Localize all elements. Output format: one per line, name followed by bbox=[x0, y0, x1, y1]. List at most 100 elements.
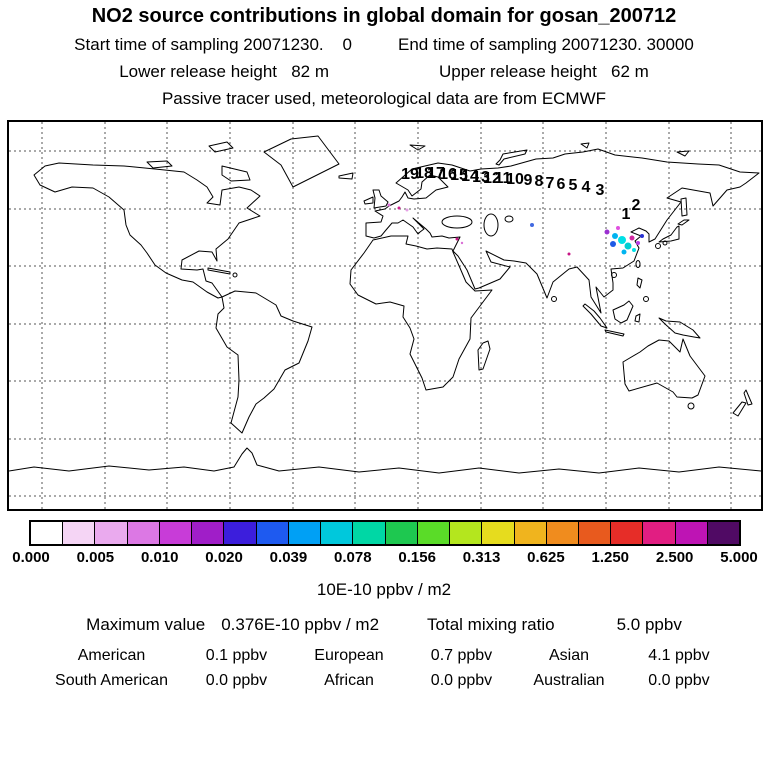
region-value: 0.7 ppbv bbox=[430, 647, 493, 664]
colorbar-segment bbox=[675, 522, 708, 544]
coastline-hainan bbox=[611, 272, 617, 278]
colorbar-segment bbox=[321, 522, 354, 544]
trajectory-day-label: 5 bbox=[569, 177, 578, 194]
trajectory-day-label: 8 bbox=[535, 173, 544, 190]
coastline-taiwan bbox=[635, 260, 641, 268]
coastline-tasmania bbox=[687, 402, 695, 410]
coastline-hokkaido bbox=[677, 219, 690, 226]
colorbar-units-label: 10E-10 ppbv / m2 bbox=[316, 580, 452, 599]
trajectory-day-label: 16 bbox=[439, 166, 457, 183]
coastlines bbox=[9, 135, 761, 474]
concentration-hotspot bbox=[455, 237, 459, 241]
trajectory-day-label: 17 bbox=[427, 165, 445, 182]
coastline-new-zealand-south bbox=[732, 401, 747, 417]
trajectory-day-label: 9 bbox=[524, 172, 533, 189]
coastline-sulawesi bbox=[634, 313, 641, 323]
coastline-ellesmere bbox=[208, 141, 234, 153]
colorbar-segment bbox=[63, 522, 96, 544]
coastline-victoria-island bbox=[146, 160, 173, 169]
colorbar-tick-label: 0.078 bbox=[334, 549, 372, 566]
coastline-honshu bbox=[658, 225, 680, 243]
colorbar-tick-label: 0.313 bbox=[462, 549, 501, 566]
coastline-new-guinea bbox=[658, 317, 701, 339]
colorbar-tick-label: 0.020 bbox=[205, 549, 243, 566]
concentration-hotspot bbox=[610, 241, 616, 247]
concentration-hotspot bbox=[616, 226, 620, 230]
trajectory-day-label: 1 bbox=[622, 206, 631, 223]
total-mixing-ratio-label: Total mixing ratio bbox=[427, 615, 555, 634]
coastline-baffin bbox=[221, 165, 251, 182]
region-value: 0.0 ppbv bbox=[430, 672, 493, 689]
coastline-eurasia bbox=[365, 148, 760, 314]
coastline-iceland bbox=[338, 172, 354, 180]
region-name: Australian bbox=[533, 672, 605, 689]
plot-title: NO2 source contributions in global domai… bbox=[91, 5, 677, 27]
concentration-hotspot bbox=[460, 241, 464, 245]
colorbar-segment bbox=[450, 522, 483, 544]
maximum-value-text: 0.376E-10 ppbv / m2 bbox=[221, 615, 380, 634]
coastline-north-america bbox=[33, 162, 261, 299]
colorbar-segment bbox=[31, 522, 64, 544]
plot-page: NO2 source contributions in global domai… bbox=[0, 5, 768, 690]
release-heights-line: Lower release height 82 m Upper release … bbox=[0, 62, 768, 82]
trajectory-day-label: 7 bbox=[546, 175, 555, 192]
colorbar-tick-label: 0.039 bbox=[269, 549, 308, 566]
trajectory-day-label: 14 bbox=[461, 168, 479, 185]
upper-release-height-text: Upper release height 62 m bbox=[439, 62, 649, 81]
colorbar-tick-label: 0.005 bbox=[76, 549, 115, 566]
coastline-south-america bbox=[215, 290, 313, 434]
colorbar-segment bbox=[192, 522, 225, 544]
trajectory-day-label: 6 bbox=[557, 176, 566, 193]
coastline-mindanao bbox=[643, 296, 649, 302]
colorbar-ticks: 0.000 0.005 0.010 0.020 0.039 0.078 0.156 0.313… bbox=[12, 549, 758, 569]
concentration-hotspot bbox=[604, 229, 610, 235]
trajectory-day-label: 3 bbox=[596, 182, 605, 199]
concentration-hotspot bbox=[624, 242, 632, 250]
coastline-sri-lanka bbox=[551, 296, 557, 302]
concentration-hotspot bbox=[567, 252, 571, 256]
colorbar-segment bbox=[643, 522, 676, 544]
region-value: 0.1 ppbv bbox=[205, 647, 268, 664]
colorbar-segment bbox=[95, 522, 128, 544]
coastline-luzon bbox=[636, 277, 643, 289]
region-value: 0.0 ppbv bbox=[648, 672, 710, 689]
data-layer bbox=[387, 203, 644, 256]
coastline-svalbard bbox=[409, 144, 426, 151]
trajectory-day-label: 10 bbox=[506, 171, 524, 188]
colorbar-segment bbox=[256, 522, 289, 544]
concentration-hotspot bbox=[530, 223, 534, 227]
coastline-madagascar bbox=[477, 340, 491, 371]
colorbar-tick-label: 1.250 bbox=[591, 549, 630, 566]
coastline-greenland bbox=[263, 135, 340, 188]
tracer-info-text: Passive tracer used, meteorological data… bbox=[161, 89, 607, 108]
trajectory-day-label: 11 bbox=[495, 170, 512, 187]
map-panel: 19 18 17 16 15 14 13 12 11 10 9 8 7 6 5 4 3 2 1 bbox=[7, 120, 763, 511]
region-value: 0.0 ppbv bbox=[205, 672, 268, 689]
coastline-borneo bbox=[612, 300, 634, 324]
concentration-hotspot bbox=[405, 208, 409, 212]
region-name: European bbox=[314, 647, 384, 664]
coastline-novaya-zemlya bbox=[495, 149, 528, 166]
start-time-text: Start time of sampling 20071230. 0 bbox=[74, 35, 352, 54]
region-name: African bbox=[324, 672, 374, 689]
colorbar-segment bbox=[482, 522, 515, 544]
concentration-hotspot bbox=[621, 249, 627, 255]
coastline-caspian-sea bbox=[483, 213, 499, 237]
coastline-australia bbox=[622, 338, 706, 399]
coastline-new-zealand-north bbox=[743, 389, 753, 406]
coastline-severnaya-zemlya bbox=[580, 142, 590, 149]
colorbar-tick-label: 2.500 bbox=[655, 549, 694, 566]
region-name: Asian bbox=[548, 647, 590, 664]
concentration-hotspot bbox=[397, 206, 401, 210]
concentration-hotspot bbox=[612, 233, 618, 239]
trajectory-day-label: 13 bbox=[472, 169, 490, 186]
coastline-ireland bbox=[363, 196, 374, 205]
colorbar-segment bbox=[417, 522, 451, 544]
colorbar-segment bbox=[127, 522, 160, 544]
concentration-hotspot bbox=[618, 236, 626, 244]
colorbar-segment bbox=[385, 522, 418, 544]
region-value: 4.1 ppbv bbox=[648, 647, 710, 664]
concentration-hotspot bbox=[640, 234, 644, 238]
